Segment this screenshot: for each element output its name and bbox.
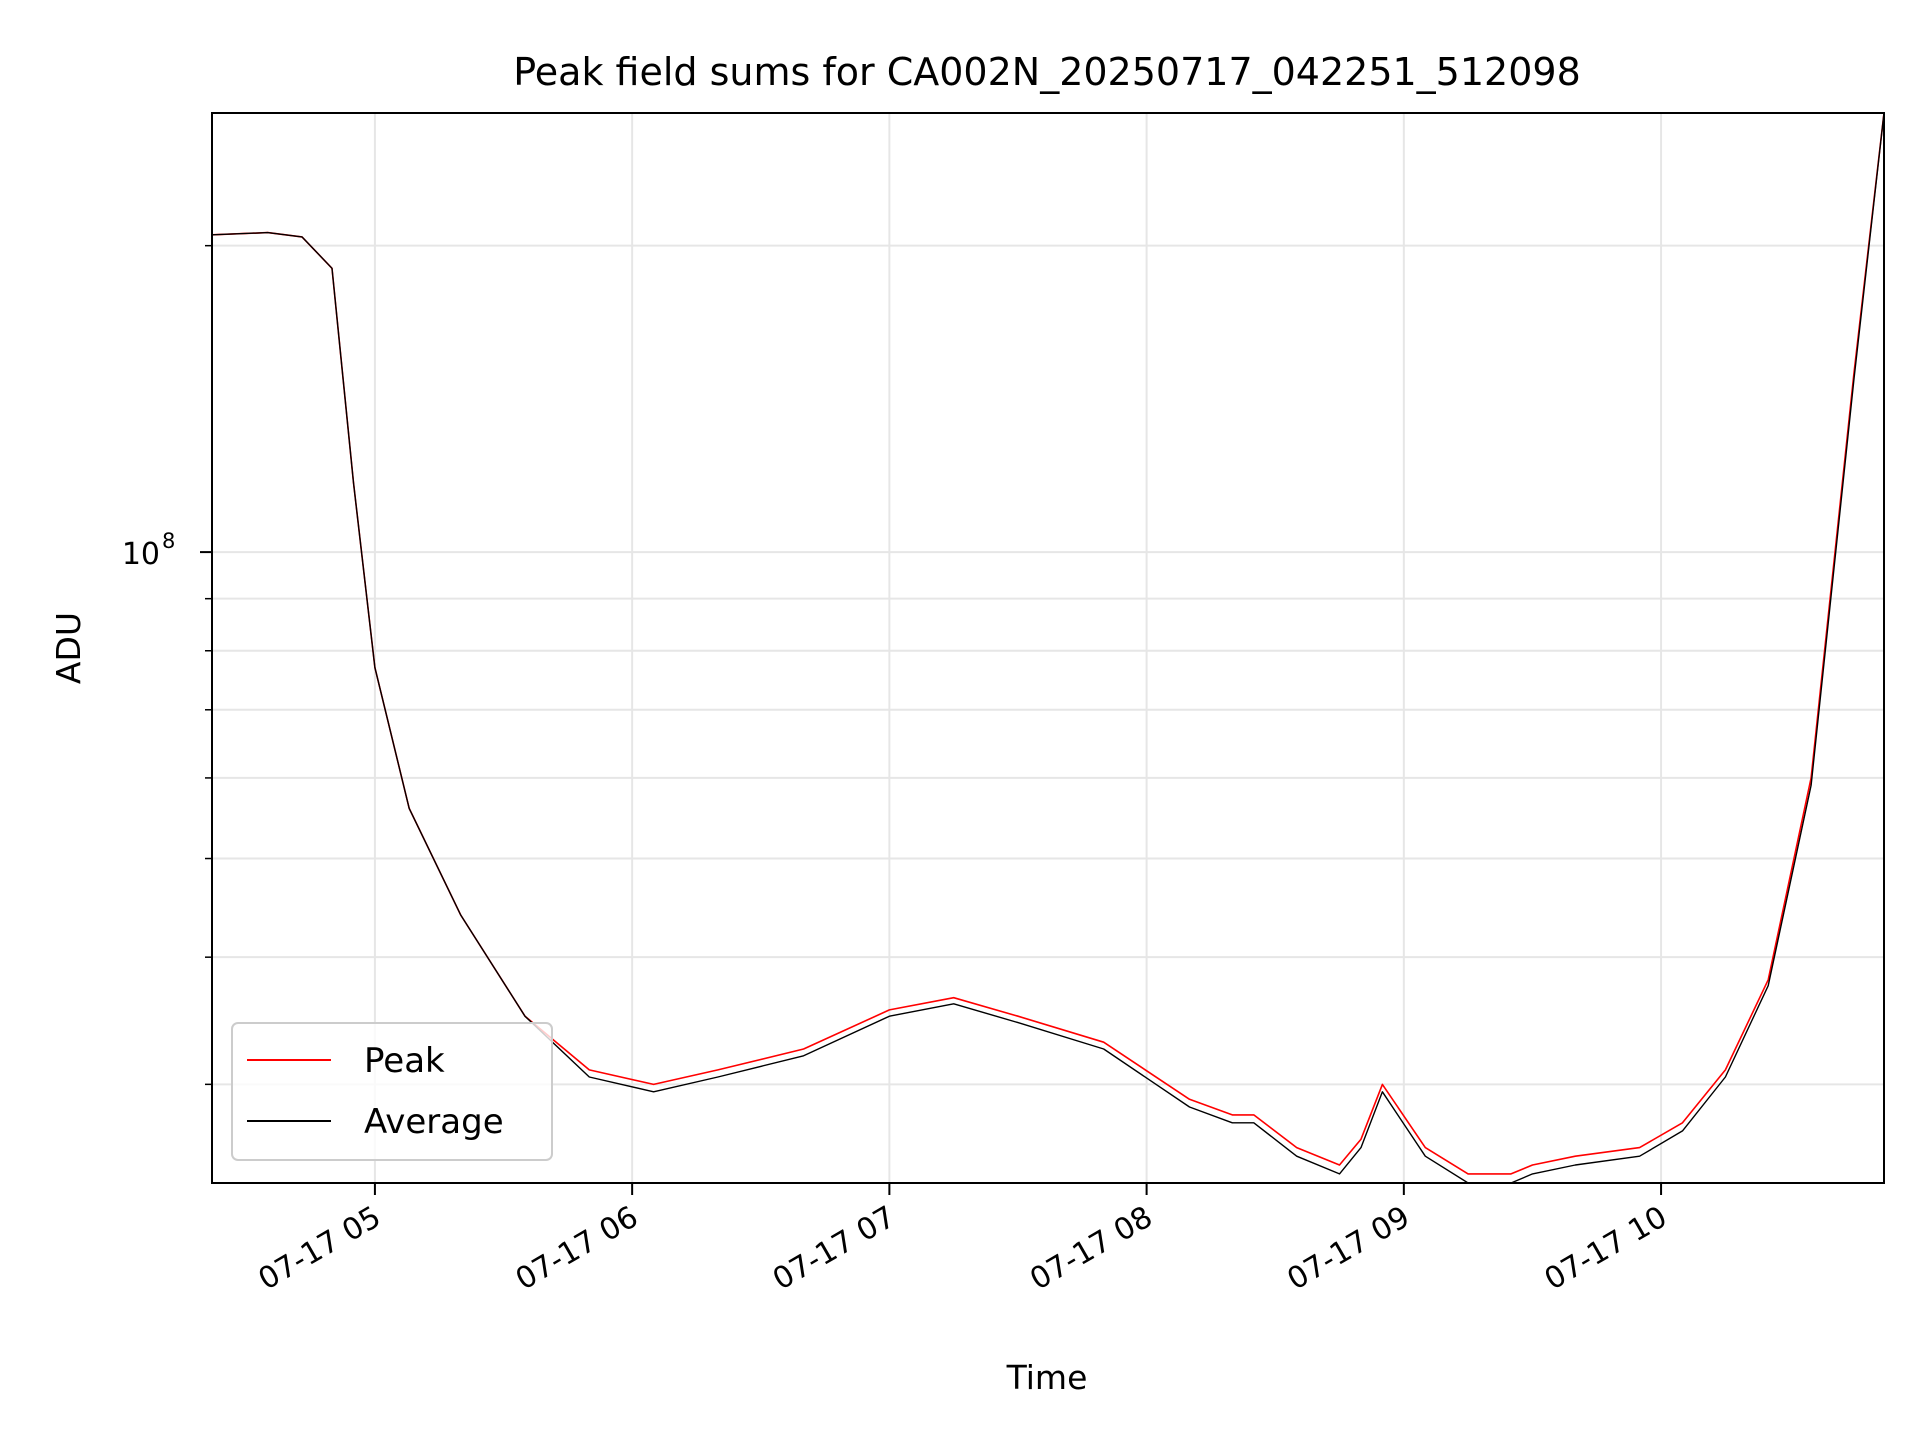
y-axis: 10 8	[122, 244, 212, 1086]
series-line-average	[212, 113, 1884, 1183]
plot-frame	[211, 112, 1885, 1184]
y-tick-exponent: 8	[162, 529, 175, 553]
grid	[212, 113, 1884, 1183]
x-axis-label: Time	[1006, 1358, 1088, 1397]
y-axis-label: ADU	[49, 612, 88, 684]
legend: Peak Average	[231, 1022, 553, 1161]
y-tick-label: 10	[122, 537, 160, 572]
legend-box	[231, 1022, 553, 1161]
chart-title: Peak field sums for CA002N_20250717_0422…	[513, 50, 1581, 94]
legend-label-average: Average	[364, 1102, 504, 1142]
plot-area	[212, 113, 1884, 1183]
legend-label-peak: Peak	[364, 1041, 445, 1081]
